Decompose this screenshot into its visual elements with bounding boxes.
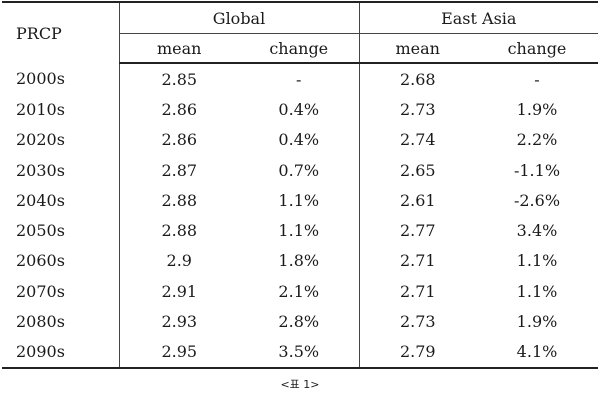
east-asia-mean-cell: 2.73 bbox=[399, 312, 436, 332]
table-row: 2070s 2.91 2.1% 2.71 1.1% bbox=[2, 276, 598, 307]
decade-cell: 2090s bbox=[2, 336, 120, 369]
table-row: 2030s 2.87 0.7% 2.65 -1.1% bbox=[2, 154, 598, 186]
table-row: 2020s 2.86 0.4% 2.74 2.2% bbox=[2, 124, 598, 155]
global-mean-cell: 2.93 bbox=[161, 312, 198, 332]
east-asia-mean-cell: 2.61 bbox=[399, 190, 436, 210]
subheader-east-asia-mean: mean bbox=[359, 33, 476, 64]
global-change-cell: 0.7% bbox=[239, 154, 360, 186]
global-mean-cell: 2.91 bbox=[161, 281, 198, 301]
global-mean-cell: 2.88 bbox=[161, 221, 198, 241]
decade-cell: 2050s bbox=[2, 215, 120, 246]
global-mean-cell: 2.87 bbox=[161, 160, 198, 180]
east-asia-change-cell: 1.9% bbox=[516, 312, 558, 332]
global-change-cell: - bbox=[239, 63, 360, 95]
subheader-global-change: change bbox=[239, 33, 360, 64]
table-row: 2060s 2.9 1.8% 2.71 1.1% bbox=[2, 245, 598, 277]
table-header: PRCP Global East Asia mean change mean c… bbox=[2, 1, 598, 64]
global-mean-cell: 2.88 bbox=[161, 190, 198, 210]
east-asia-change-cell: -2.6% bbox=[513, 190, 561, 210]
global-mean-cell: 2.86 bbox=[161, 99, 198, 119]
table-row: 2050s 2.88 1.1% 2.77 3.4% bbox=[2, 215, 598, 246]
global-change-cell: 1.1% bbox=[239, 215, 360, 246]
global-change-cell: 0.4% bbox=[239, 94, 360, 125]
subheader-global-mean: mean bbox=[119, 33, 239, 64]
header-row-groups: PRCP Global East Asia bbox=[2, 1, 598, 63]
global-change-cell: 0.4% bbox=[239, 124, 360, 155]
global-mean-cell: 2.85 bbox=[161, 69, 198, 89]
global-change-cell: 1.1% bbox=[239, 185, 360, 216]
east-asia-change-cell: 1.9% bbox=[516, 99, 558, 119]
global-mean-cell: 2.86 bbox=[161, 130, 198, 150]
global-change-cell: 3.5% bbox=[239, 336, 360, 369]
table-body: 2000s 2.85 - 2.68 - 2010s 2.86 0.4% 2.73 1.9% 2020… bbox=[2, 63, 598, 369]
east-asia-mean-cell: 2.79 bbox=[359, 336, 476, 369]
east-asia-mean-cell: 2.68 bbox=[399, 69, 436, 89]
decade-cell: 2010s bbox=[2, 94, 120, 125]
decade-cell: 2080s bbox=[2, 306, 120, 337]
east-asia-mean-cell: 2.71 bbox=[399, 251, 436, 271]
east-asia-change-cell: 3.4% bbox=[516, 221, 558, 241]
east-asia-mean-cell: 2.73 bbox=[399, 99, 436, 119]
table-row: 2040s 2.88 1.1% 2.61 -2.6% bbox=[2, 185, 598, 216]
table-row: 2000s 2.85 - 2.68 - bbox=[2, 63, 598, 95]
decade-cell: 2020s bbox=[2, 124, 120, 155]
east-asia-mean-cell: 2.77 bbox=[399, 221, 436, 241]
corner-header: PRCP bbox=[2, 1, 120, 63]
east-asia-mean-cell: 2.74 bbox=[399, 130, 436, 150]
decade-cell: 2030s bbox=[2, 154, 120, 186]
group-header-global: Global bbox=[119, 1, 360, 34]
table-row: 2010s 2.86 0.4% 2.73 1.9% bbox=[2, 94, 598, 125]
global-change-cell: 2.1% bbox=[239, 276, 360, 307]
east-asia-change-cell: 1.1% bbox=[516, 251, 558, 271]
group-header-east-asia: East Asia bbox=[359, 1, 598, 34]
east-asia-change-cell: - bbox=[534, 69, 540, 89]
precipitation-table: PRCP Global East Asia mean change mean c… bbox=[2, 1, 598, 369]
global-mean-cell: 2.95 bbox=[119, 336, 239, 369]
decade-cell: 2000s bbox=[2, 63, 120, 95]
decade-cell: 2060s bbox=[2, 245, 120, 277]
east-asia-change-cell: 4.1% bbox=[476, 336, 598, 369]
global-change-cell: 2.8% bbox=[239, 306, 360, 337]
subheader-east-asia-change: change bbox=[476, 33, 598, 64]
header-row-subheaders: mean change mean change bbox=[2, 33, 598, 64]
table-caption: <표 1> bbox=[280, 378, 320, 391]
decade-cell: 2040s bbox=[2, 185, 120, 216]
table-row: 2080s 2.93 2.8% 2.73 1.9% bbox=[2, 306, 598, 337]
east-asia-mean-cell: 2.65 bbox=[399, 160, 436, 180]
east-asia-change-cell: 2.2% bbox=[516, 130, 558, 150]
east-asia-change-cell: 1.1% bbox=[516, 281, 558, 301]
global-mean-cell: 2.9 bbox=[166, 251, 192, 271]
decade-cell: 2070s bbox=[2, 276, 120, 307]
east-asia-change-cell: -1.1% bbox=[513, 160, 561, 180]
east-asia-mean-cell: 2.71 bbox=[399, 281, 436, 301]
table-row: 2090s 2.95 3.5% 2.79 4.1% bbox=[2, 336, 598, 369]
global-change-cell: 1.8% bbox=[239, 245, 360, 277]
